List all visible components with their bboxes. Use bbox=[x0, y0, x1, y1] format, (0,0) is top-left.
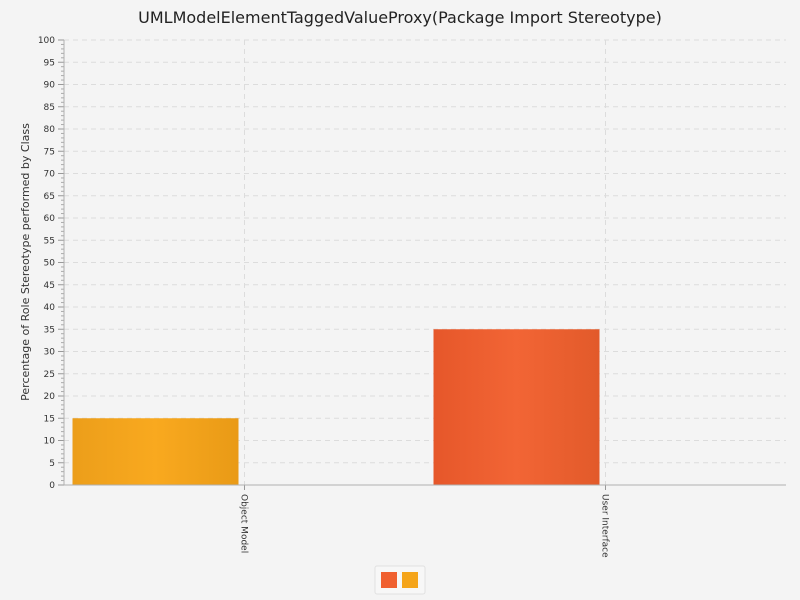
y-tick-label: 35 bbox=[44, 325, 55, 335]
y-tick-label: 95 bbox=[44, 58, 55, 68]
bar bbox=[433, 329, 600, 485]
y-tick-label: 10 bbox=[44, 437, 56, 447]
y-tick-label: 85 bbox=[44, 103, 55, 113]
y-tick-label: 40 bbox=[44, 303, 56, 313]
x-axis-ticks: Object Model User Interface bbox=[239, 485, 610, 558]
y-tick-label: 0 bbox=[49, 481, 55, 491]
chart-title: UMLModelElementTaggedValueProxy(Package … bbox=[138, 8, 662, 27]
x-tick-label: User Interface bbox=[600, 494, 610, 558]
x-tick-label: Object Model bbox=[239, 494, 249, 553]
y-tick-label: 55 bbox=[44, 236, 55, 246]
y-tick-label: 100 bbox=[38, 36, 55, 46]
legend bbox=[374, 565, 426, 595]
bars bbox=[72, 329, 600, 485]
legend-swatch-orange bbox=[381, 572, 397, 588]
bar bbox=[72, 418, 239, 485]
y-tick-label: 5 bbox=[49, 459, 55, 469]
y-tick-label: 25 bbox=[44, 370, 55, 380]
y-tick-label: 60 bbox=[44, 214, 56, 224]
grid bbox=[64, 39, 786, 485]
y-tick-label: 80 bbox=[44, 125, 56, 135]
y-tick-label: 45 bbox=[44, 281, 55, 291]
y-axis-label: Percentage of Role Stereotype performed … bbox=[19, 123, 32, 401]
legend-swatch-yellow bbox=[402, 572, 418, 588]
y-tick-label: 20 bbox=[44, 392, 56, 402]
y-axis-ticks: 0 5 10 15 20 25 30 35 40 45 50 55 60 65 70 75 80 85 90 95 10… bbox=[38, 36, 64, 491]
y-tick-label: 15 bbox=[44, 414, 55, 424]
y-tick-label: 30 bbox=[44, 348, 56, 358]
y-tick-label: 75 bbox=[44, 147, 55, 157]
y-tick-label: 65 bbox=[44, 192, 55, 202]
y-tick-label: 70 bbox=[44, 170, 56, 180]
y-tick-label: 50 bbox=[44, 259, 56, 269]
y-tick-label: 90 bbox=[44, 81, 56, 91]
